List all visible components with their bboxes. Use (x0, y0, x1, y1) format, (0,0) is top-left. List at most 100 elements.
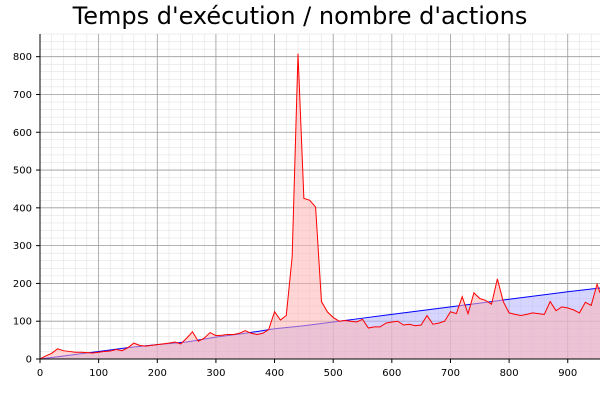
series-2-point (163, 343, 164, 344)
y-tick-label: 800 (13, 52, 32, 63)
series-2-point (403, 324, 404, 325)
series-2-point (45, 355, 46, 356)
series-2-point (286, 315, 287, 316)
y-tick-label: 200 (13, 279, 32, 290)
series-2-point (256, 334, 257, 335)
series-2-area (40, 53, 600, 360)
series-2-point (233, 334, 234, 335)
x-tick-label: 700 (441, 368, 460, 379)
series-2-point (497, 278, 498, 279)
series-2-point (63, 350, 64, 351)
y-tick-label: 500 (13, 166, 32, 177)
series-2-point (98, 352, 99, 353)
series-2-point (368, 327, 369, 328)
series-2-point (204, 338, 205, 339)
series-2-point (274, 311, 275, 312)
series-2-point (57, 348, 58, 349)
series-2-point (567, 307, 568, 308)
series-2-point (180, 343, 181, 344)
x-tick-label: 800 (500, 368, 519, 379)
series-2-point (467, 313, 468, 314)
series-2-point (80, 352, 81, 353)
series-2-point (432, 324, 433, 325)
series-1-point (421, 310, 422, 311)
chart-title: Temps d'exécution / nombre d'actions (72, 2, 528, 30)
series-layer (39, 53, 600, 360)
series-2-point (174, 341, 175, 342)
series-2-point (479, 298, 480, 299)
x-tick-label: 300 (206, 368, 225, 379)
series-2-point (75, 352, 76, 353)
series-2-point (168, 343, 169, 344)
series-2-point (127, 347, 128, 348)
series-1-point (362, 318, 363, 319)
series-2-point (456, 313, 457, 314)
series-1-point (538, 295, 539, 296)
series-2-point (69, 351, 70, 352)
series-2-point (245, 330, 246, 331)
x-tick-label: 900 (558, 368, 577, 379)
series-2-point (591, 305, 592, 306)
series-2-point (186, 338, 187, 339)
series-2-point (362, 319, 363, 320)
series-2-point (415, 325, 416, 326)
series-2-point (139, 345, 140, 346)
series-2-point (151, 345, 152, 346)
series-2-point (92, 352, 93, 353)
series-2-point (104, 351, 105, 352)
series-2-point (380, 326, 381, 327)
series-2-point (473, 292, 474, 293)
series-2-point (509, 312, 510, 313)
series-2-point (491, 304, 492, 305)
series-2-point (561, 306, 562, 307)
series-2-point (110, 350, 111, 351)
series-2-point (268, 329, 269, 330)
series-2-point (116, 349, 117, 350)
series-2-point (315, 206, 316, 207)
x-tick-label: 100 (89, 368, 108, 379)
series-2-point (397, 321, 398, 322)
series-2-point (503, 301, 504, 302)
series-2-point (227, 334, 228, 335)
series-2-point (239, 333, 240, 334)
series-2-point (579, 312, 580, 313)
y-tick-label: 100 (13, 317, 32, 328)
x-tick-label: 600 (382, 368, 401, 379)
series-2-point (309, 200, 310, 201)
y-tick-label: 700 (13, 90, 32, 101)
series-2-point (544, 314, 545, 315)
series-1-point (391, 314, 392, 315)
series-2-point (514, 314, 515, 315)
series-2-point (438, 322, 439, 323)
series-2-point (538, 313, 539, 314)
y-tick-label: 600 (13, 128, 32, 139)
series-2-point (192, 331, 193, 332)
series-2-point (86, 352, 87, 353)
series-2-point (374, 326, 375, 327)
series-2-point (297, 53, 298, 54)
series-2-point (209, 332, 210, 333)
series-2-point (350, 321, 351, 322)
series-2-point (250, 333, 251, 334)
series-2-point (550, 301, 551, 302)
x-tick-label: 0 (37, 368, 43, 379)
series-2-point (327, 311, 328, 312)
series-2-point (532, 312, 533, 313)
series-2-point (321, 301, 322, 302)
series-2-point (462, 296, 463, 297)
series-2-point (585, 302, 586, 303)
axes (39, 34, 600, 360)
series-2-point (133, 343, 134, 344)
x-tick-label: 200 (148, 368, 167, 379)
series-2-point (145, 346, 146, 347)
series-2-point (450, 311, 451, 312)
series-2-point (555, 310, 556, 311)
x-tick-label: 500 (324, 368, 343, 379)
series-2-point (333, 317, 334, 318)
series-2-point (121, 350, 122, 351)
series-2-point (526, 314, 527, 315)
y-tick-label: 0 (26, 355, 32, 366)
y-tick-label: 400 (13, 203, 32, 214)
